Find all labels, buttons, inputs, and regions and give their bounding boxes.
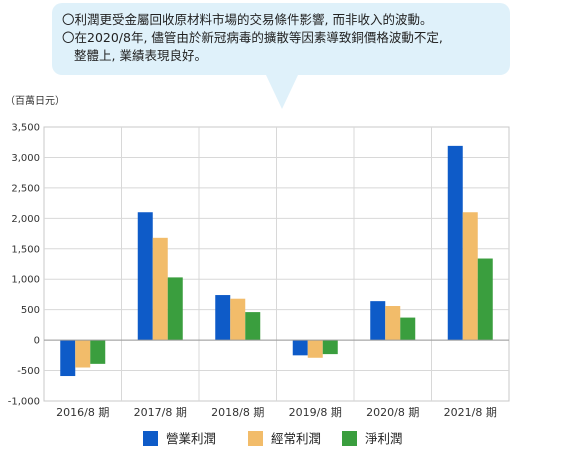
y-tick-label: -1,000 [8,397,40,408]
callout-line-1: 〇利潤更受金屬回收原材料市場的交易條件影響, 而非收入的波動。 [62,12,433,27]
y-tick-label: 2,500 [11,183,40,194]
chart-legend: 營業利潤 經常利潤 淨利潤 [0,430,561,448]
bar [307,340,323,358]
bar [385,306,401,341]
bar [152,237,168,341]
x-tick-label: 2020/8 期 [366,406,419,419]
annotation-callout: 〇利潤更受金屬回收原材料市場的交易條件影響, 而非收入的波動。 〇在2020/8… [52,3,510,75]
bar [90,340,106,364]
x-tick-label: 2016/8 期 [56,406,109,419]
x-tick-label: 2021/8 期 [444,406,497,419]
x-tick-label: 2019/8 期 [289,406,342,419]
y-tick-label: 3,500 [11,123,40,134]
bar [60,340,76,377]
callout-pointer [266,75,298,109]
bar [322,340,338,355]
legend-swatch [342,431,357,446]
legend-label: 營業利潤 [166,431,217,446]
x-tick-label: 2018/8 期 [211,406,264,419]
legend-swatch [248,431,263,446]
y-tick-label: -500 [17,366,40,377]
bar-chart: 3,500 3,000 2,500 2,000 1,500 1,000 500 0 -500 -1… [8,123,510,419]
bar [215,295,231,341]
legend-label: 經常利潤 [271,431,322,446]
bar [462,212,478,341]
bar [230,298,246,341]
bar [137,212,153,341]
y-tick-label: 1,500 [11,244,40,255]
bar [400,317,416,341]
x-tick-label: 2017/8 期 [134,406,187,419]
bar [370,301,386,341]
y-tick-label: 2,000 [11,214,40,225]
bar [75,340,91,368]
y-tick-label: 3,000 [11,153,40,164]
y-tick-label: 500 [21,305,40,316]
bar [167,277,183,341]
y-axis-unit-label: （百萬日元） [5,96,65,107]
legend-swatch [143,431,158,446]
y-tick-label: 1,000 [11,275,40,286]
bar [292,340,308,356]
callout-line-3: 整體上, 業績表現良好。 [74,48,207,63]
bar [447,145,463,341]
callout-line-2: 〇在2020/8年, 儘管由於新冠病毒的擴散等因素導致銅價格波動不定, [62,30,443,45]
bar [245,312,261,341]
bar [477,258,493,341]
legend-label: 淨利潤 [365,431,403,446]
y-tick-label: 0 [34,336,40,347]
